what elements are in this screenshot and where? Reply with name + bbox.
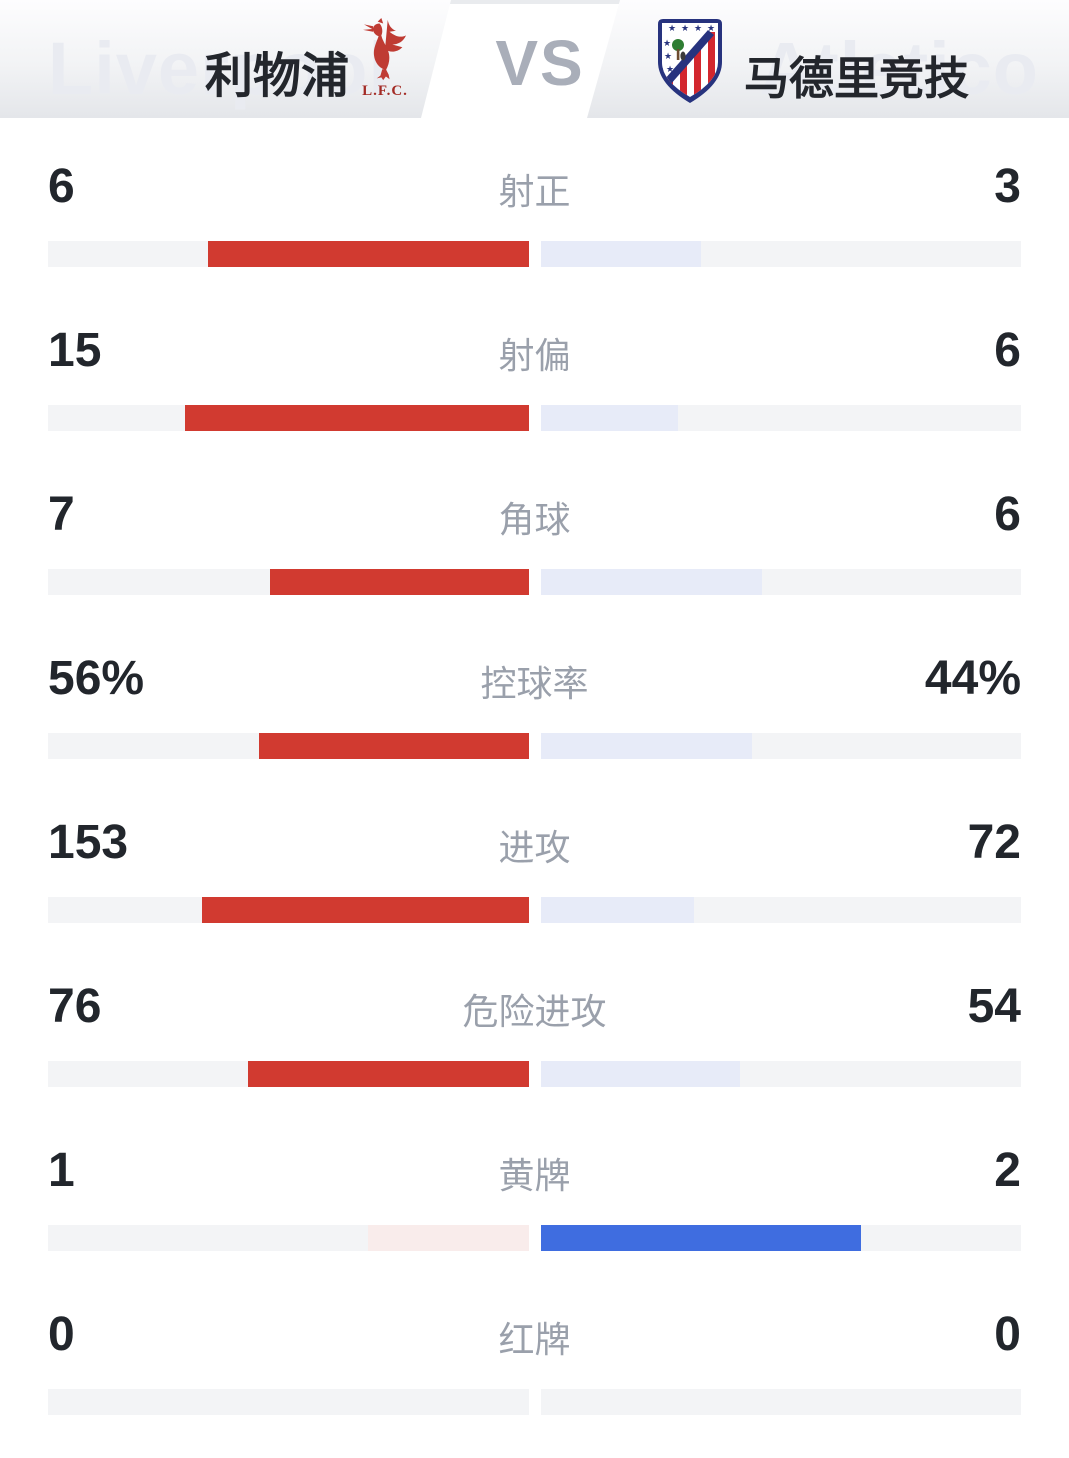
svg-text:★: ★ <box>664 52 672 62</box>
svg-text:★: ★ <box>663 39 671 49</box>
home-value: 6 <box>48 160 75 213</box>
home-team-name: 利物浦 <box>205 50 350 103</box>
home-bar-track <box>48 569 529 595</box>
stat-label: 射偏 <box>498 335 571 377</box>
home-value: 56% <box>48 652 145 705</box>
away-bar-fill <box>540 897 695 923</box>
away-bar-track <box>540 1225 1021 1251</box>
home-value: 7 <box>48 488 75 541</box>
stat-head: 0 红牌 0 <box>48 1308 1021 1361</box>
home-bar-fill <box>185 405 529 431</box>
home-bar-fill <box>201 897 529 923</box>
away-value: 3 <box>994 160 1021 213</box>
stat-label: 射正 <box>498 171 571 213</box>
stat-row: 56% 控球率 44% <box>0 632 1069 796</box>
liverpool-crest-icon: L.F.C. <box>352 18 418 100</box>
stat-head: 7 角球 6 <box>48 488 1021 541</box>
away-bar-track <box>540 569 1021 595</box>
stat-bars <box>48 1389 1021 1415</box>
liverpool-crest-caption: L.F.C. <box>362 83 408 99</box>
stat-bars <box>48 241 1021 267</box>
home-value: 1 <box>48 1144 75 1197</box>
stat-label: 危险进攻 <box>462 991 607 1033</box>
svg-text:★: ★ <box>668 24 676 34</box>
stat-label: 黄牌 <box>498 1155 571 1197</box>
stat-head: 6 射正 3 <box>48 160 1021 213</box>
away-value: 72 <box>967 816 1021 869</box>
stat-row: 0 红牌 0 <box>0 1288 1069 1452</box>
stat-row: 7 角球 6 <box>0 468 1069 632</box>
stat-row: 15 射偏 6 <box>0 304 1069 468</box>
away-bar-track <box>540 733 1021 759</box>
stat-bars <box>48 1225 1021 1251</box>
away-bar-track <box>540 241 1021 267</box>
home-bar-fill <box>259 733 529 759</box>
home-value: 76 <box>48 980 102 1033</box>
away-bar-fill <box>540 1225 861 1251</box>
svg-text:★: ★ <box>694 24 702 34</box>
away-bar-fill <box>540 1061 741 1087</box>
match-header: Liverpool Atletico 利物浦 L.F.C. VS <box>0 0 1069 118</box>
stat-label: 进攻 <box>498 827 571 869</box>
away-bar-fill <box>540 569 763 595</box>
away-bar-fill <box>540 733 752 759</box>
away-bar-track <box>540 897 1021 923</box>
stat-bars <box>48 733 1021 759</box>
stat-head: 1 黄牌 2 <box>48 1144 1021 1197</box>
away-bar-fill <box>540 405 678 431</box>
stat-label: 红牌 <box>498 1319 571 1361</box>
home-bar-fill <box>247 1061 529 1087</box>
atletico-madrid-crest-icon: ★ ★ ★ ★ ★ ★ ★ <box>650 16 730 111</box>
away-team-name: 马德里竞技 <box>744 53 970 104</box>
home-bar-fill <box>269 569 529 595</box>
stat-bars <box>48 1061 1021 1087</box>
away-value: 54 <box>967 980 1021 1033</box>
stat-row: 153 进攻 72 <box>0 796 1069 960</box>
away-bar-track <box>540 1061 1021 1087</box>
home-value: 0 <box>48 1308 75 1361</box>
home-bar-track <box>48 733 529 759</box>
stat-label: 控球率 <box>480 663 589 705</box>
stat-bars <box>48 569 1021 595</box>
header-top-divider <box>0 0 1069 4</box>
stat-row: 76 危险进攻 54 <box>0 960 1069 1124</box>
home-bar-track <box>48 405 529 431</box>
home-value: 15 <box>48 324 102 377</box>
away-value: 2 <box>994 1144 1021 1197</box>
stats-list: 6 射正 3 15 射偏 6 7 <box>0 118 1069 1452</box>
home-bar-fill <box>368 1225 529 1251</box>
vs-label: VS <box>495 27 585 99</box>
stat-bars <box>48 405 1021 431</box>
home-bar-track <box>48 241 529 267</box>
away-value: 44% <box>924 652 1021 705</box>
away-bar-track <box>540 405 1021 431</box>
stat-bars <box>48 897 1021 923</box>
svg-text:★: ★ <box>681 24 689 34</box>
home-bar-track <box>48 1225 529 1251</box>
away-watermark: Atletico <box>759 27 1039 110</box>
away-value: 6 <box>994 488 1021 541</box>
svg-text:★: ★ <box>666 65 674 75</box>
away-value: 0 <box>994 1308 1021 1361</box>
home-value: 153 <box>48 816 129 869</box>
home-bar-track <box>48 1061 529 1087</box>
home-bar-track <box>48 897 529 923</box>
stat-row: 6 射正 3 <box>0 140 1069 304</box>
home-bar-track <box>48 1389 529 1415</box>
stat-row: 1 黄牌 2 <box>0 1124 1069 1288</box>
away-bar-fill <box>540 241 701 267</box>
home-bar-fill <box>208 241 529 267</box>
stat-label: 角球 <box>498 499 571 541</box>
home-watermark: Liverpool <box>48 27 391 110</box>
stat-head: 15 射偏 6 <box>48 324 1021 377</box>
away-bar-track <box>540 1389 1021 1415</box>
stat-head: 56% 控球率 44% <box>48 652 1021 705</box>
stat-head: 76 危险进攻 54 <box>48 980 1021 1033</box>
svg-text:★: ★ <box>707 24 715 34</box>
away-value: 6 <box>994 324 1021 377</box>
stat-head: 153 进攻 72 <box>48 816 1021 869</box>
